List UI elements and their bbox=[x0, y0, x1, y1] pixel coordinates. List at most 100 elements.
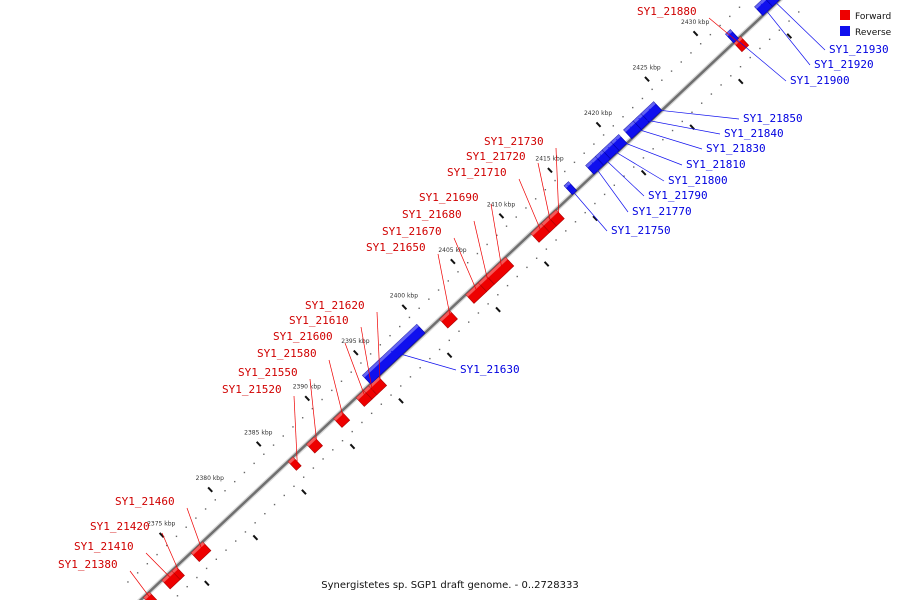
gene-label[interactable]: SY1_21380 bbox=[58, 558, 118, 571]
kbp-tick bbox=[450, 258, 456, 265]
scale-dot bbox=[515, 216, 517, 218]
gene-label[interactable]: SY1_21680 bbox=[402, 208, 462, 221]
gene-feature[interactable] bbox=[485, 256, 515, 285]
gene-bar bbox=[143, 591, 158, 600]
scale-dot bbox=[399, 325, 401, 328]
scale-dot bbox=[185, 526, 187, 528]
gene-label[interactable]: SY1_21810 bbox=[686, 158, 746, 171]
kbp-tick-label: 2425 kbp bbox=[632, 64, 660, 71]
gene-feature[interactable] bbox=[143, 591, 158, 600]
gene-label[interactable]: SY1_21410 bbox=[74, 540, 134, 553]
scale-dot bbox=[594, 202, 596, 205]
gene-bar-highlight bbox=[548, 209, 559, 220]
gene-label[interactable]: SY1_21520 bbox=[222, 383, 282, 396]
kbp-tick bbox=[401, 304, 408, 310]
kbp-tick-upper bbox=[689, 124, 696, 131]
gene-label[interactable]: SY1_21600 bbox=[273, 330, 333, 343]
kbp-tick-label: 2375 kbp bbox=[147, 521, 175, 528]
scale-dot bbox=[408, 316, 411, 319]
scale-dot bbox=[476, 252, 479, 255]
scale-dot bbox=[293, 485, 295, 488]
gene-label[interactable]: SY1_21620 bbox=[305, 299, 365, 312]
gene-bar-highlight bbox=[363, 385, 371, 393]
gene-label[interactable]: SY1_21550 bbox=[238, 366, 298, 379]
gene-feature[interactable] bbox=[333, 411, 351, 428]
gene-feature[interactable] bbox=[361, 323, 426, 385]
gene-label[interactable]: SY1_21690 bbox=[419, 191, 479, 204]
scale-dot bbox=[340, 380, 343, 382]
scale-dot bbox=[195, 517, 197, 519]
gene-label[interactable]: SY1_21840 bbox=[724, 127, 784, 140]
scale-dot bbox=[720, 84, 722, 86]
gene-feature[interactable] bbox=[306, 436, 323, 454]
gene-label[interactable]: SY1_21850 bbox=[743, 112, 803, 125]
scale-dot bbox=[419, 367, 421, 369]
scale-dot bbox=[652, 148, 654, 150]
scale-dot bbox=[204, 508, 207, 510]
scale-dot bbox=[341, 440, 344, 442]
gene-label[interactable]: SY1_21900 bbox=[790, 74, 850, 87]
kbp-tick-upper bbox=[204, 580, 210, 587]
kbp-tick bbox=[644, 76, 650, 82]
scale-dot bbox=[700, 102, 703, 104]
scale-dot bbox=[351, 430, 353, 433]
gene-feature[interactable] bbox=[171, 566, 185, 581]
kbp-tick-upper bbox=[495, 306, 501, 313]
gene-bar bbox=[547, 209, 565, 227]
gene-feature[interactable] bbox=[190, 541, 212, 563]
kbp-tick-upper bbox=[349, 443, 356, 450]
gene-feature[interactable] bbox=[439, 309, 458, 329]
gene-feature[interactable] bbox=[610, 134, 628, 151]
label-leader bbox=[473, 220, 490, 287]
gene-bar bbox=[640, 101, 663, 123]
scale-dot bbox=[186, 585, 188, 588]
label-leader bbox=[772, 0, 826, 51]
label-leader bbox=[390, 350, 457, 371]
legend-reverse-label: Reverse bbox=[855, 28, 892, 38]
gene-label[interactable]: SY1_21880 bbox=[637, 5, 697, 18]
scale-dot bbox=[292, 426, 294, 428]
gene-label[interactable]: SY1_21420 bbox=[90, 520, 150, 533]
scale-dot bbox=[282, 435, 284, 437]
scale-dot bbox=[437, 289, 440, 291]
gene-label[interactable]: SY1_21750 bbox=[611, 224, 671, 237]
gene-bar-highlight bbox=[595, 150, 605, 159]
scale-dot bbox=[322, 458, 324, 460]
gene-label[interactable]: SY1_21770 bbox=[632, 205, 692, 218]
gene-bar-highlight bbox=[191, 541, 205, 556]
scale-dot bbox=[146, 563, 149, 565]
scale-dot bbox=[593, 143, 595, 145]
gene-label[interactable]: SY1_21930 bbox=[829, 43, 889, 56]
gene-label[interactable]: SY1_21800 bbox=[668, 174, 728, 187]
gene-label[interactable]: SY1_21790 bbox=[648, 189, 708, 202]
scale-dot bbox=[136, 572, 139, 574]
scale-dot bbox=[418, 307, 420, 309]
kbp-tick bbox=[353, 349, 359, 356]
kbp-tick-label: 2385 kbp bbox=[244, 429, 272, 436]
scale-dot bbox=[497, 294, 499, 296]
scale-dot bbox=[166, 544, 168, 547]
gene-label[interactable]: SY1_21650 bbox=[366, 241, 426, 254]
gene-label[interactable]: SY1_21630 bbox=[460, 363, 520, 376]
gene-label[interactable]: SY1_21920 bbox=[814, 58, 874, 71]
kbp-tick-upper bbox=[398, 397, 404, 404]
scale-dots bbox=[127, 6, 800, 597]
gene-label[interactable]: SY1_21830 bbox=[706, 142, 766, 155]
gene-bar-highlight bbox=[541, 217, 551, 226]
gene-label[interactable]: SY1_21610 bbox=[289, 314, 349, 327]
gene-label[interactable]: SY1_21580 bbox=[257, 347, 317, 360]
scale-dot bbox=[623, 175, 625, 177]
gene-feature[interactable] bbox=[547, 209, 565, 227]
kbp-tick bbox=[255, 441, 262, 447]
scale-dot bbox=[525, 207, 527, 209]
gene-label[interactable]: SY1_21460 bbox=[115, 495, 175, 508]
kbp-tick bbox=[207, 486, 213, 493]
scale-dot bbox=[526, 266, 528, 269]
gene-label[interactable]: SY1_21730 bbox=[484, 135, 544, 148]
gene-label[interactable]: SY1_21670 bbox=[382, 225, 442, 238]
map-caption: Synergistetes sp. SGP1 draft genome. - 0… bbox=[321, 580, 578, 591]
gene-label[interactable]: SY1_21720 bbox=[466, 150, 526, 163]
gene-label[interactable]: SY1_21710 bbox=[447, 166, 507, 179]
gene-feature[interactable] bbox=[640, 101, 663, 123]
kbp-tick bbox=[498, 213, 505, 219]
